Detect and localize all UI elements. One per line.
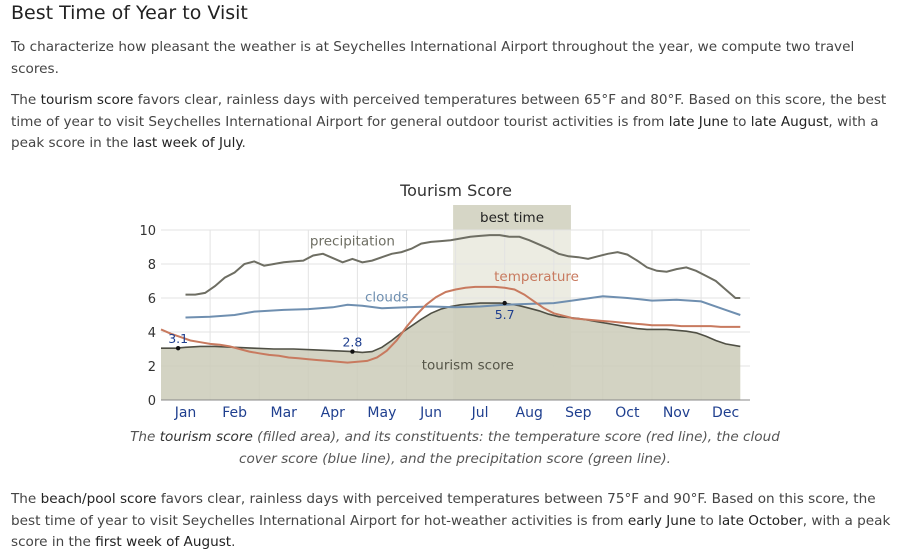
score-marker — [350, 349, 355, 354]
caption-tourism-score-term: tourism score — [159, 429, 253, 445]
x-tick-label-jul: Jul — [471, 405, 489, 421]
series-label-temperature: temperature — [494, 269, 579, 285]
y-tick-label: 0 — [148, 394, 156, 409]
tourism-best-end: late August — [750, 113, 829, 130]
x-tick-label-sep: Sep — [565, 405, 592, 421]
tourism-para-text-3: to — [728, 113, 751, 130]
y-tick-label: 6 — [148, 292, 156, 307]
y-tick-label: 10 — [139, 224, 156, 239]
x-tick-label-dec: Dec — [712, 405, 739, 421]
score-marker — [502, 300, 507, 306]
beach-para-text-1: The — [11, 491, 41, 507]
section-heading: Best Time of Year to Visit — [11, 2, 248, 24]
beach-peak-week: first week of August — [95, 534, 232, 550]
score-value-label: 3.1 — [168, 331, 188, 346]
best-time-header — [453, 205, 571, 230]
x-tick-label-mar: Mar — [270, 405, 297, 421]
x-tick-label-feb: Feb — [222, 405, 247, 421]
tourism-score-label: tourism score — [422, 357, 514, 373]
beach-score-term: beach/pool score — [40, 491, 157, 507]
beach-score-paragraph: The beach/pool score favors clear, rainl… — [11, 489, 901, 554]
series-line-clouds — [185, 295, 741, 319]
y-tick-label: 8 — [148, 258, 156, 273]
tourism-para-text-4: , with a peak score in the — [11, 113, 879, 152]
series-line-precipitation — [185, 234, 741, 299]
x-tick-label-apr: Apr — [321, 405, 345, 421]
chart-title: Tourism Score — [400, 181, 512, 200]
x-tick-label-may: May — [367, 405, 396, 421]
x-tick-label-aug: Aug — [516, 405, 543, 421]
caption-text-1: The — [130, 429, 160, 445]
caption-text-2: (filled area), and its constituents: the… — [238, 429, 780, 467]
x-tick-label-oct: Oct — [615, 405, 640, 421]
beach-para-text-4: , with a peak score in the — [11, 512, 891, 551]
tourism-peak-week: last week of July — [132, 135, 242, 151]
tourism-score-paragraph: The tourism score favors clear, rainless… — [11, 90, 901, 155]
series-label-clouds: clouds — [365, 289, 409, 305]
chart-caption: The tourism score (filled area), and its… — [130, 427, 780, 470]
tourism-para-text-2: favors clear, rainless days with perceiv… — [11, 92, 887, 130]
beach-para-text-3: to — [695, 512, 719, 529]
series-line-temperature — [160, 285, 741, 364]
beach-best-start: early June — [627, 512, 696, 529]
beach-best-end: late October — [718, 512, 803, 529]
tourism-score-chart: best time 0 2 4 6 8 10 Jan Feb Mar Apr May Jun Jul Aug… — [139, 205, 750, 421]
best-time-label: best time — [480, 210, 544, 226]
x-tick-label-jun: Jun — [419, 405, 442, 421]
intro-paragraph: To characterize how pleasant the weather… — [11, 39, 855, 77]
series-label-precipitation: precipitation — [310, 233, 395, 249]
beach-para-text-5: . — [231, 534, 236, 550]
tourism-score-term: tourism score — [40, 92, 134, 108]
tourism-para-text-5: . — [241, 135, 246, 151]
score-value-label: 2.8 — [342, 335, 362, 350]
tourism-para-text-1: The — [11, 92, 41, 108]
tourism-score-line — [161, 302, 741, 354]
beach-para-text-2: favors clear, rainless days with perceiv… — [11, 491, 876, 529]
y-tick-label: 2 — [148, 360, 156, 375]
score-marker — [175, 345, 181, 351]
tourism-score-area — [161, 303, 741, 400]
tourism-best-start: late June — [668, 113, 729, 130]
x-tick-label-nov: Nov — [663, 405, 690, 421]
y-tick-label: 4 — [148, 326, 156, 341]
x-tick-label-jan: Jan — [174, 405, 197, 421]
score-value-label: 5.7 — [495, 307, 515, 322]
